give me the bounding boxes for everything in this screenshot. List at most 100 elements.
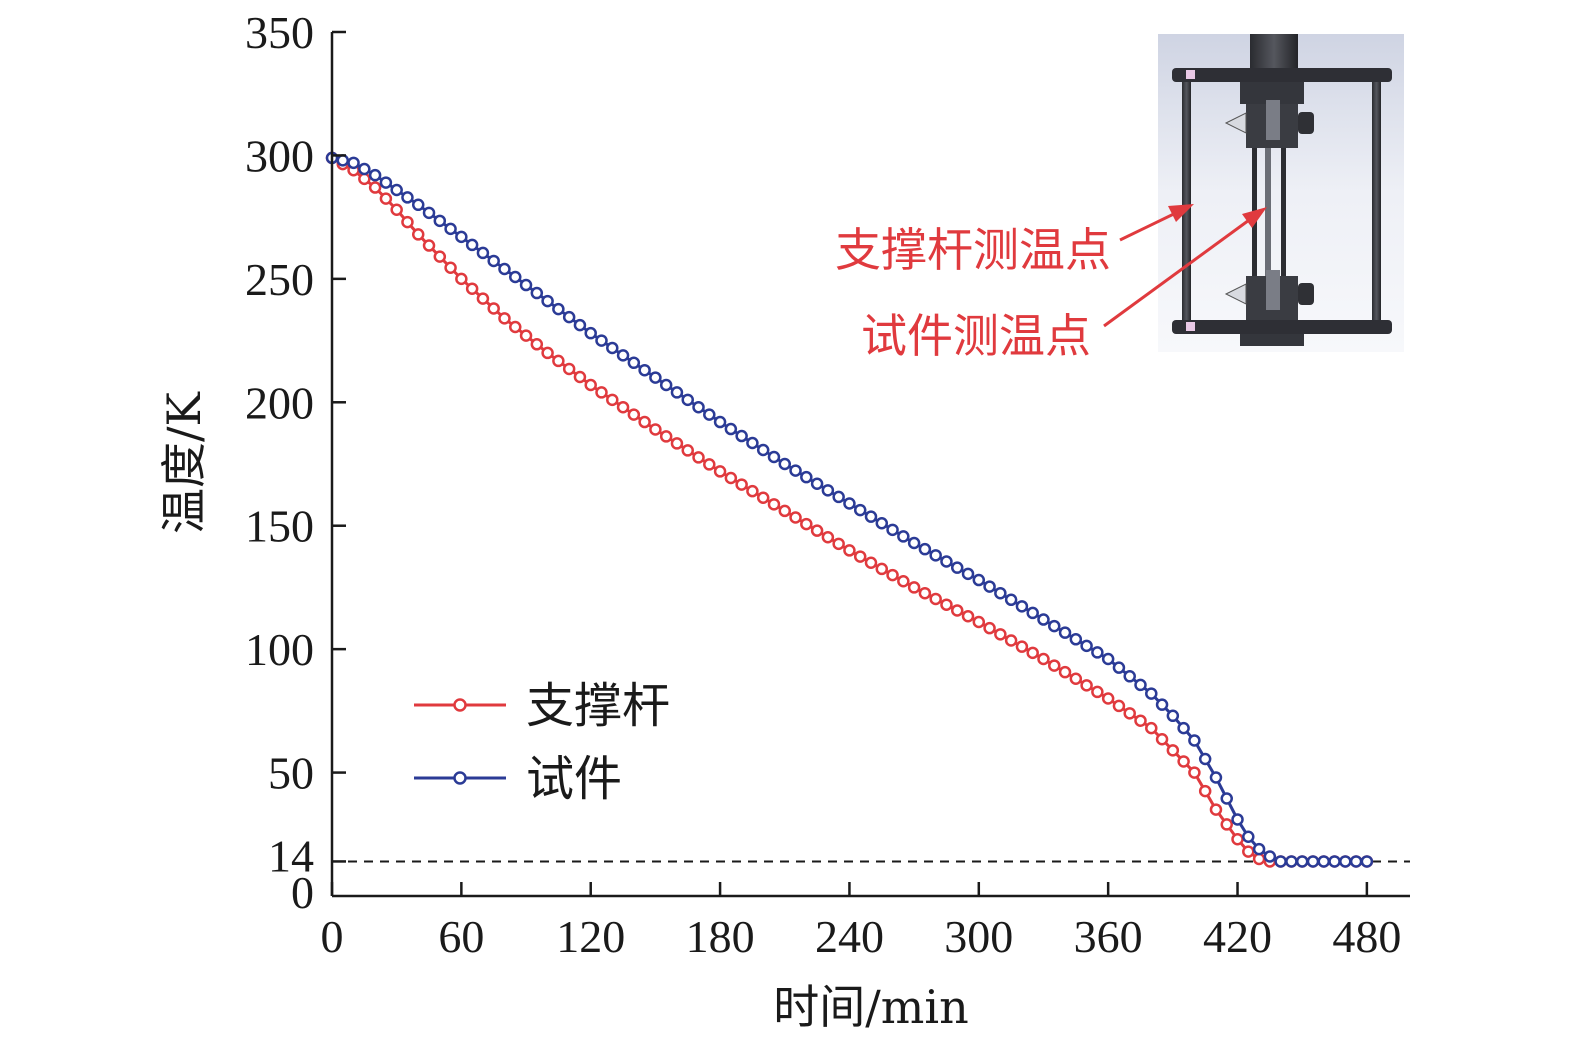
data-point: [692, 451, 705, 464]
data-point: [886, 568, 899, 582]
data-point: [455, 272, 468, 286]
data-point: [1155, 698, 1169, 711]
data-point: [584, 378, 597, 392]
data-point: [1101, 692, 1115, 705]
data-point: [358, 162, 371, 176]
data-point: [929, 549, 942, 562]
x-tick-label: 120: [556, 911, 625, 962]
data-point: [713, 415, 727, 429]
data-point: [1015, 600, 1029, 613]
data-point: [390, 203, 403, 216]
x-tick-label: 300: [944, 911, 1013, 962]
y-tick-label: 150: [245, 501, 314, 552]
data-point: [498, 262, 511, 276]
data-point: [810, 524, 824, 537]
data-point: [1004, 593, 1018, 607]
data-point: [886, 523, 899, 537]
data-point: [961, 567, 975, 581]
plot-area: [325, 151, 1410, 868]
x-axis-title: 时间/min: [773, 980, 968, 1034]
data-point: [1339, 855, 1352, 868]
data-point: [1209, 803, 1223, 816]
data-point: [821, 530, 835, 544]
data-point: [670, 437, 684, 450]
data-point: [562, 310, 576, 324]
data-point: [961, 609, 975, 623]
data-point: [897, 575, 910, 588]
data-point: [1198, 752, 1212, 766]
data-point: [519, 329, 533, 342]
data-point: [411, 228, 425, 241]
data-point: [853, 550, 867, 563]
data-point: [907, 581, 921, 594]
data-point: [444, 261, 457, 274]
data-point: [789, 464, 802, 477]
x-axis: 0 60 120 180 240 300 360 420 480: [321, 882, 1410, 962]
data-point: [800, 470, 813, 484]
data-point: [358, 172, 371, 186]
data-point: [1101, 652, 1115, 666]
data-point: [433, 214, 447, 228]
data-point: [1091, 685, 1104, 699]
data-point: [379, 192, 393, 205]
data-point: [1349, 855, 1363, 868]
data-point: [606, 341, 619, 355]
data-point: [767, 498, 781, 511]
data-point: [1091, 646, 1104, 659]
data-point: [659, 378, 673, 392]
data-point: [897, 530, 910, 543]
data-point: [918, 586, 932, 600]
legend-label: 试件: [526, 751, 622, 807]
data-point: [638, 363, 651, 377]
data-point: [498, 312, 511, 325]
data-point: [1145, 721, 1158, 735]
data-point: [476, 292, 490, 305]
data-point: [767, 450, 781, 464]
apparatus-inset-image: [1158, 34, 1404, 352]
data-point: [1037, 652, 1050, 666]
y-axis: 014 50 100 150 200 250 300 350: [245, 7, 346, 918]
data-point: [1166, 709, 1180, 723]
data-point: [994, 586, 1007, 600]
data-point: [746, 484, 759, 498]
data-point: [713, 465, 727, 478]
data-point: [703, 458, 716, 471]
data-point: [1026, 606, 1039, 620]
x-tick-label: 240: [815, 911, 884, 962]
data-point: [1209, 771, 1223, 784]
data-point: [778, 504, 792, 518]
data-point: [1317, 855, 1331, 868]
data-point: [552, 354, 565, 368]
x-tick-label: 60: [438, 911, 484, 962]
data-point: [994, 628, 1007, 641]
data-point: [983, 621, 996, 635]
data-point: [368, 168, 382, 182]
data-point: [584, 326, 597, 340]
data-point: [724, 422, 738, 436]
data-point: [573, 318, 587, 332]
data-point: [1242, 845, 1255, 858]
data-point: [390, 183, 403, 197]
data-point: [756, 491, 770, 504]
data-point: [972, 573, 986, 587]
data-point: [401, 191, 414, 204]
data-point: [465, 238, 479, 252]
data-point: [401, 215, 414, 229]
data-point: [627, 356, 641, 370]
y-tick-label: 14: [268, 830, 314, 881]
data-point: [843, 544, 856, 557]
data-point: [800, 517, 813, 531]
data-point: [541, 346, 554, 360]
data-point: [832, 490, 845, 504]
legend-entry: 试件: [414, 751, 622, 807]
specimen-point-arrow: [1103, 213, 1257, 328]
data-point: [1134, 714, 1147, 727]
y-tick-label: 350: [245, 7, 314, 58]
x-tick-label: 180: [686, 911, 755, 962]
data-point: [595, 334, 608, 347]
data-point: [1328, 855, 1341, 868]
data-point: [1177, 721, 1190, 735]
data-point: [616, 400, 630, 414]
y-axis-title: 温度/K: [157, 390, 211, 533]
